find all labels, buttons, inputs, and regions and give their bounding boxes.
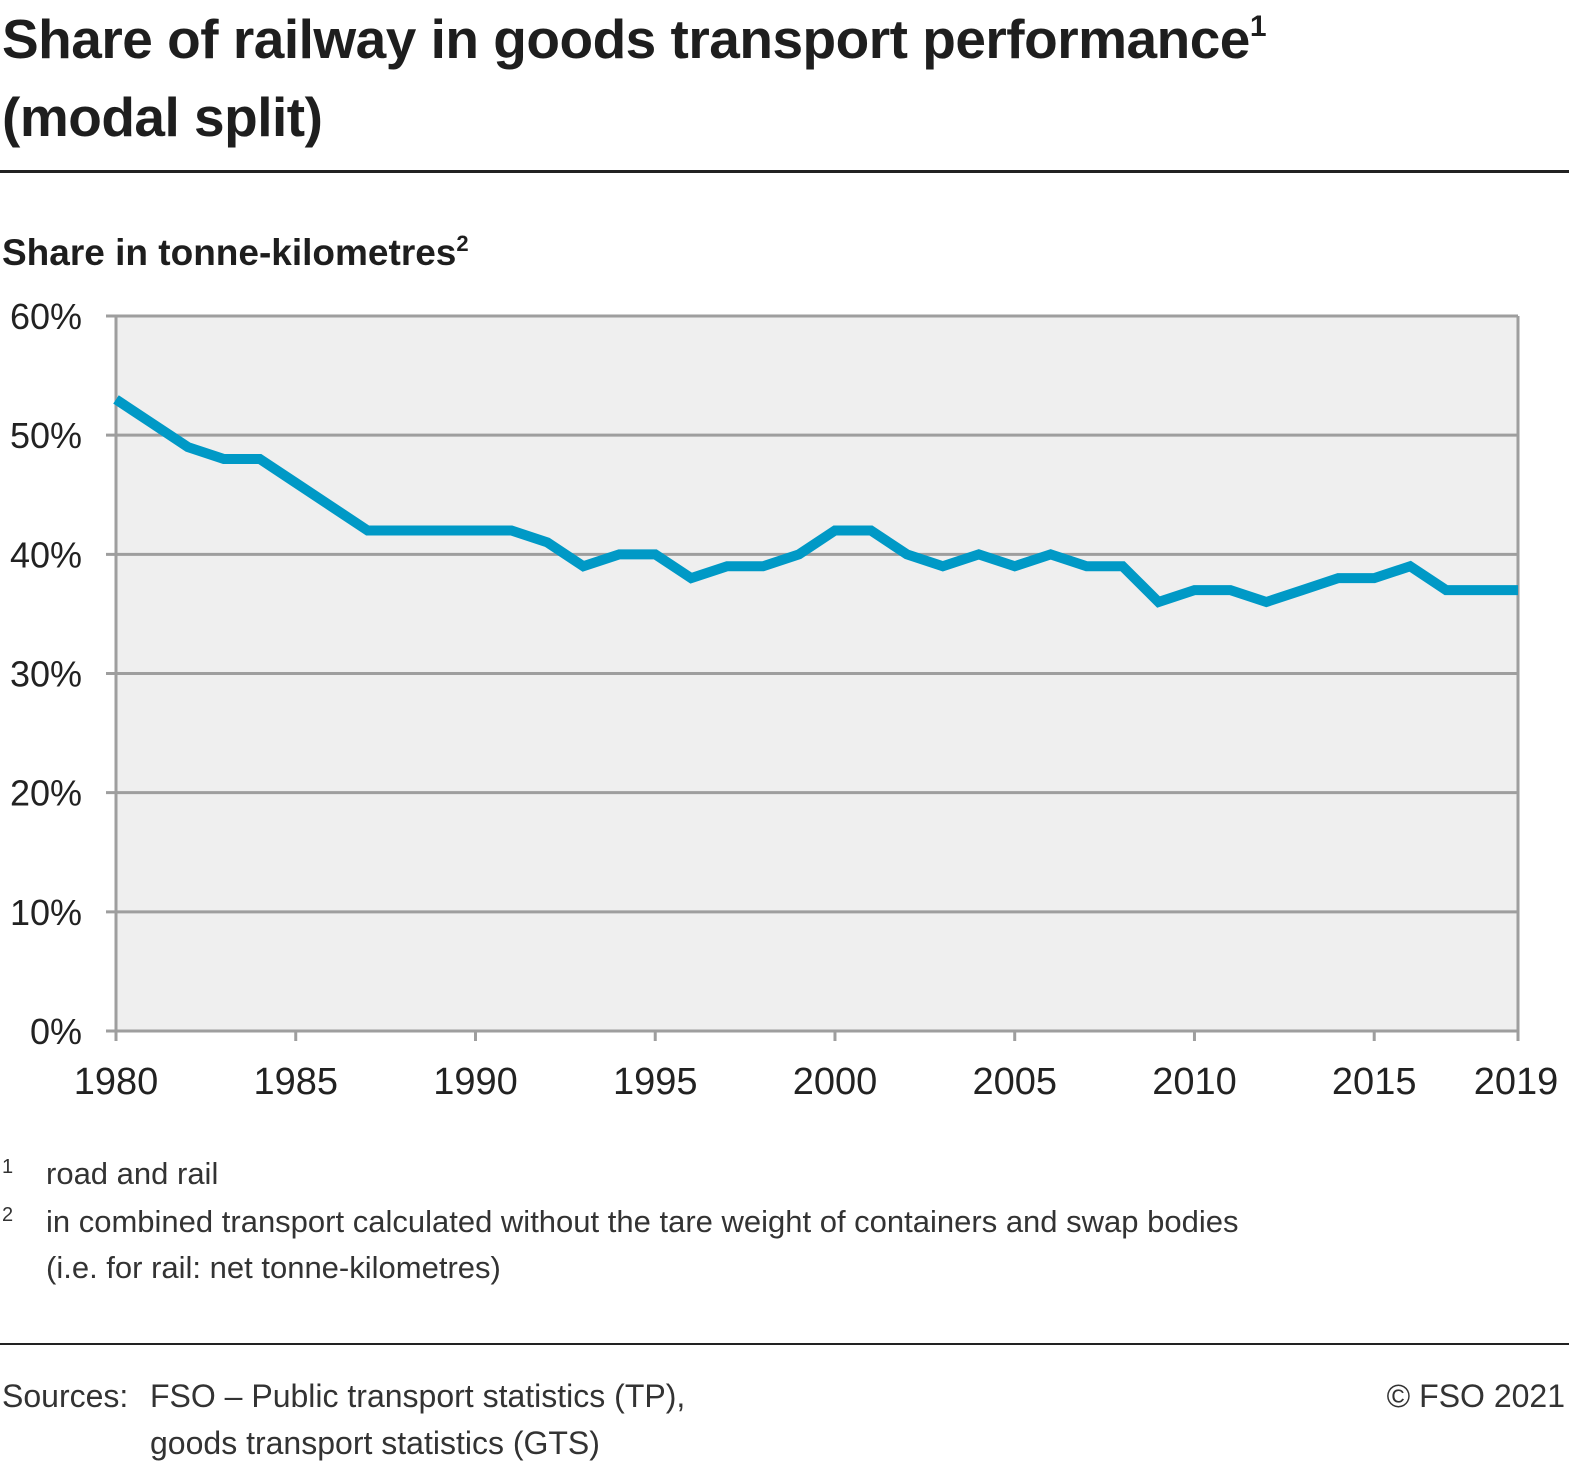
y-tick-label: 50% xyxy=(10,415,82,456)
y-axis-ticks: 0% 10% 20% 30% 40% 50% 60% xyxy=(10,296,82,1052)
sources-label: Sources: xyxy=(2,1378,129,1414)
footnote-1-text: road and rail xyxy=(46,1156,219,1191)
footnote-2-text-line-2: (i.e. for rail: net tonne-kilometres) xyxy=(46,1250,501,1285)
y-tick-label: 60% xyxy=(10,296,82,337)
y-tick-label: 20% xyxy=(10,773,82,814)
title-line-1: Share of railway in goods transport perf… xyxy=(2,8,1250,70)
x-tick-label: 2010 xyxy=(1152,1061,1237,1103)
line-chart: 0% 10% 20% 30% 40% 50% 60% 1980 1985 1990 1995 200… xyxy=(10,296,1559,1103)
series-line xyxy=(113,395,1518,608)
x-tick-label: 1995 xyxy=(613,1061,698,1103)
series-group xyxy=(113,395,1519,608)
x-axis-ticks: 1980 1985 1990 1995 2000 2005 2010 2015 2019 xyxy=(74,1031,1559,1103)
copyright: © FSO 2021 xyxy=(1386,1378,1565,1414)
y-tick-label: 0% xyxy=(30,1011,82,1052)
y-tick-label: 10% xyxy=(10,892,82,933)
chart-title: Share of railway in goods transport perf… xyxy=(2,0,1267,156)
subtitle-footnote-marker: 2 xyxy=(456,231,469,256)
title-footnote-marker: 1 xyxy=(1249,10,1267,43)
x-tick-label: 2005 xyxy=(972,1061,1057,1103)
x-tick-label: 2015 xyxy=(1332,1061,1417,1103)
title-line-2: (modal split) xyxy=(2,86,323,148)
chart-subtitle: Share in tonne-kilometres2 xyxy=(2,232,469,274)
gridlines xyxy=(106,314,1520,1041)
x-tick-label: 1990 xyxy=(433,1061,518,1103)
x-tick-label: 2019 xyxy=(1474,1061,1559,1103)
bottom-divider xyxy=(0,1343,1569,1345)
footnote-1-number: 1 xyxy=(2,1156,14,1178)
x-tick-label: 1985 xyxy=(253,1061,338,1103)
sources-line-2: goods transport statistics (GTS) xyxy=(150,1425,600,1461)
footnote-2-number: 2 xyxy=(2,1204,14,1226)
subtitle-text: Share in tonne-kilometres xyxy=(2,232,457,273)
y-tick-label: 30% xyxy=(10,654,82,695)
y-tick-label: 40% xyxy=(10,534,82,575)
x-tick-label: 2000 xyxy=(793,1061,878,1103)
top-divider xyxy=(0,170,1569,173)
footnote-2-text-line-1: in combined transport calculated without… xyxy=(46,1204,1239,1239)
x-tick-label: 1980 xyxy=(74,1061,159,1103)
sources-line-1: FSO – Public transport statistics (TP), xyxy=(150,1378,686,1414)
